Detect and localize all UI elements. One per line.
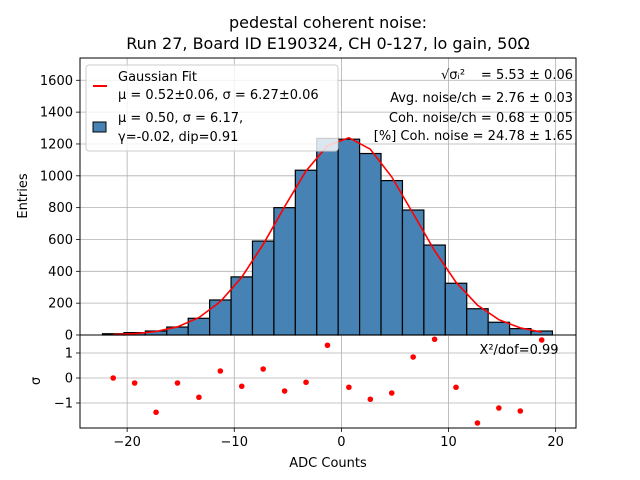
y-axis-label: Entries xyxy=(16,173,31,219)
histogram-bar xyxy=(401,209,425,336)
lower-y-tick-label: −1 xyxy=(54,397,73,412)
upper-y-tick-label: 800 xyxy=(48,201,73,216)
noise-annotations: √σᵢ² = 5.53 ± 0.06 Avg. noise/ch = 2.76 … xyxy=(374,68,573,144)
residual-point xyxy=(496,405,502,411)
lower-y-tick-label: 1 xyxy=(65,347,73,362)
residual-point xyxy=(453,384,459,391)
residual-point xyxy=(346,384,352,391)
x-tick-label: −10 xyxy=(221,435,248,450)
upper-y-tick-label: 400 xyxy=(48,265,73,280)
histogram-bar xyxy=(359,152,382,336)
residual-point xyxy=(131,380,138,386)
upper-y-ticks: 0 200 400 600 800 1000 1200 1400 1600 xyxy=(40,74,80,344)
x-ticks: −20 −10 0 10 20 xyxy=(113,428,564,450)
residual-point xyxy=(153,409,159,416)
residual-point xyxy=(303,379,309,386)
legend-box xyxy=(85,64,339,152)
x-axis-label: ADC Counts xyxy=(289,456,367,471)
upper-y-tick-label: 1600 xyxy=(40,74,73,89)
legend-hist-patch-marker xyxy=(92,121,107,133)
residual-point xyxy=(196,394,202,401)
histogram-bar xyxy=(273,207,296,336)
residual-point xyxy=(431,336,438,343)
legend: Gaussian Fit μ = 0.52±0.06, σ = 6.27±0.0… xyxy=(85,64,339,152)
upper-y-tick-label: 1400 xyxy=(40,106,73,121)
upper-y-tick-label: 1200 xyxy=(40,137,73,152)
lower-y-ticks: 1 0 −1 xyxy=(54,347,80,412)
x-tick-label: 10 xyxy=(440,435,457,450)
residual-points xyxy=(110,336,545,426)
chi2-annotation: X²/dof=0.99 xyxy=(479,343,558,358)
histogram-bar xyxy=(316,137,339,336)
residual-point xyxy=(388,390,395,396)
histogram-bar xyxy=(209,299,232,336)
histogram-bar xyxy=(337,138,361,336)
legend-hist-label-line1: μ = 0.50, σ = 6.17, xyxy=(118,111,243,126)
residual-point xyxy=(474,420,481,426)
residual-point xyxy=(238,383,245,390)
annotation-sqrt-sigma: = 5.53 ± 0.06 xyxy=(481,68,573,83)
lower-grid xyxy=(80,335,576,428)
sigma-i-symbol: √σᵢ² xyxy=(441,68,465,83)
legend-hist-label-line2: γ=-0.02, dip=0.91 xyxy=(118,130,238,145)
upper-y-tick-label: 1000 xyxy=(40,169,73,184)
histogram-bar xyxy=(423,244,446,336)
histogram-bar xyxy=(294,169,318,336)
residual-point xyxy=(538,337,545,343)
histogram-bar xyxy=(466,308,489,336)
x-tick-label: 0 xyxy=(337,435,345,450)
residual-point xyxy=(110,375,117,381)
residual-point xyxy=(217,368,224,374)
histogram-bar xyxy=(487,321,511,336)
lower-axes-frame xyxy=(79,334,577,429)
residual-point xyxy=(281,388,288,394)
legend-fit-label-line2: μ = 0.52±0.06, σ = 6.27±0.06 xyxy=(118,88,319,103)
chart-title-line1: pedestal coherent noise: xyxy=(229,13,427,32)
residual-point xyxy=(410,354,416,360)
upper-y-tick-label: 200 xyxy=(48,297,73,312)
legend-fit-label-line1: Gaussian Fit xyxy=(118,70,197,85)
annotation-avg-noise: Avg. noise/ch = 2.76 ± 0.03 xyxy=(390,91,573,106)
histogram-bar xyxy=(380,179,404,336)
x-tick-label: 20 xyxy=(547,435,564,450)
residual-point xyxy=(367,396,374,403)
x-tick-label: −20 xyxy=(113,435,140,450)
histogram-bars xyxy=(101,137,554,336)
upper-y-tick-label: 600 xyxy=(48,233,73,248)
residual-point xyxy=(260,366,266,372)
annotation-coh-noise: Coh. noise/ch = 0.68 ± 0.05 xyxy=(389,111,573,126)
residual-point xyxy=(174,380,181,386)
chart-title-line2: Run 27, Board ID E190324, CH 0-127, lo g… xyxy=(126,34,529,53)
residual-y-axis-label: σ xyxy=(29,377,44,385)
lower-y-tick-label: 0 xyxy=(65,372,73,387)
residual-point xyxy=(517,408,524,414)
upper-y-tick-label: 0 xyxy=(65,329,73,344)
annotation-coh-noise-percent: [%] Coh. noise = 24.78 ± 1.65 xyxy=(374,129,573,144)
residual-point xyxy=(324,342,331,349)
